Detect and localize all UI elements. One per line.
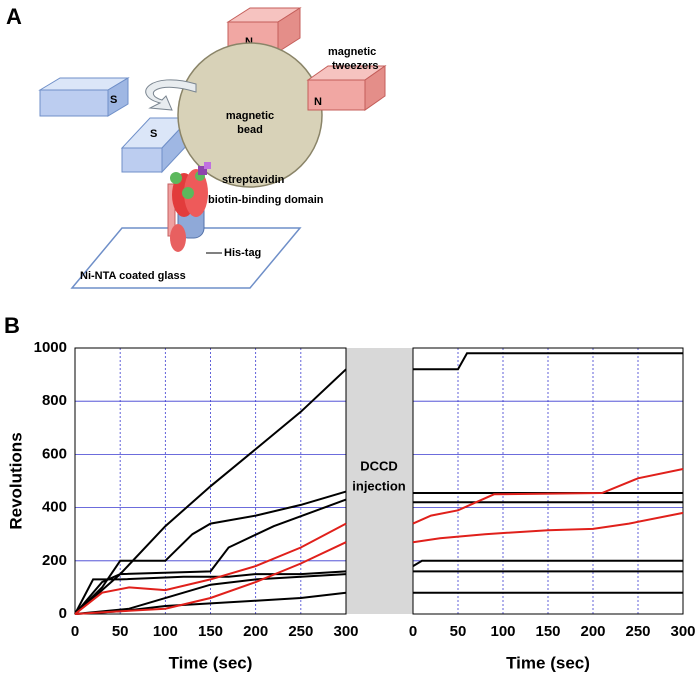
x-tick-label: 200 — [243, 623, 268, 640]
y-tick-label: 0 — [59, 605, 67, 622]
x-tick-label: 100 — [153, 623, 178, 640]
panel-a: A N S S N magnetic — [6, 4, 387, 289]
y-tick-label: 1000 — [34, 339, 67, 356]
y-tick-label: 200 — [42, 552, 67, 569]
data-line — [74, 570, 347, 615]
x-tick-label: 0 — [71, 623, 79, 640]
x-tick-label: 300 — [670, 623, 695, 640]
x-tick-label: 150 — [198, 623, 223, 640]
annotation: injection — [352, 478, 406, 493]
x-tick-label: 50 — [112, 623, 129, 640]
data-line — [74, 368, 347, 615]
magnet-label: S — [150, 128, 157, 140]
y-tick-label: 600 — [42, 445, 67, 462]
injection-band — [346, 348, 413, 614]
label: biotin-binding domain — [208, 194, 324, 206]
rotation-arrow — [145, 79, 197, 111]
x-tick-label: 50 — [450, 623, 467, 640]
y-tick-label: 800 — [42, 392, 67, 409]
data-line — [74, 522, 347, 615]
x-tick-label: 250 — [288, 623, 313, 640]
plot-frame — [412, 347, 684, 615]
y-tick-label: 400 — [42, 499, 67, 516]
x-tick-label: 100 — [490, 623, 515, 640]
x-tick-label: 300 — [333, 623, 358, 640]
label: magnetic — [226, 110, 274, 122]
data-line — [412, 511, 684, 544]
label: tweezers — [332, 60, 378, 72]
x-tick-label: 0 — [409, 623, 417, 640]
label: streptavidin — [222, 174, 285, 186]
protein — [167, 162, 211, 252]
magnetic-bead — [177, 42, 323, 188]
x-tick-label: 200 — [580, 623, 605, 640]
data-line — [412, 559, 683, 567]
plot-frame — [74, 347, 347, 615]
magnet-label: S — [110, 94, 117, 106]
data-line — [74, 573, 347, 615]
data-line — [413, 352, 683, 371]
label: Ni-NTA coated glass — [80, 270, 186, 282]
data-line — [74, 498, 347, 615]
magnet — [306, 65, 387, 111]
label: magnetic — [328, 46, 376, 58]
x-tick-label: 250 — [625, 623, 650, 640]
magnet-label: N — [245, 36, 253, 48]
magnet-label: N — [314, 96, 322, 108]
panel-label: B — [4, 313, 20, 338]
x-axis-label: Time (sec) — [169, 653, 253, 672]
x-axis-label: Time (sec) — [506, 653, 590, 672]
x-tick-label: 150 — [535, 623, 560, 640]
label: His-tag — [224, 247, 261, 259]
panel-b: B DCCD injection — [4, 313, 413, 614]
data-line — [74, 541, 347, 615]
y-axis-label: Revolutions — [6, 432, 25, 529]
panel-label: A — [6, 4, 22, 29]
magnet — [38, 77, 130, 117]
label: bead — [237, 124, 263, 136]
annotation: DCCD — [360, 458, 398, 473]
glass — [70, 227, 302, 289]
data-line — [412, 468, 684, 525]
